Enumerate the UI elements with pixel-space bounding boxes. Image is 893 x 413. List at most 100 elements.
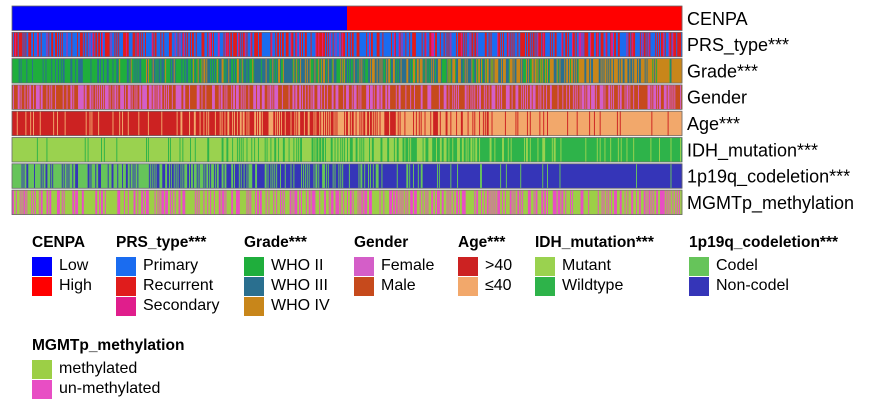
cell-prs-type-recurrent	[506, 32, 509, 57]
cell-gender-female	[253, 84, 257, 110]
cell-prs-type-recurrent	[228, 32, 230, 57]
cell-1p19q-codeletion-codel	[304, 163, 307, 189]
cell-mgmtp-methylation-un-methylated	[182, 190, 186, 215]
cell-age-40	[147, 111, 150, 136]
cell-mgmtp-methylation-un-methylated	[218, 190, 221, 215]
cell-prs-type-recurrent	[280, 32, 282, 57]
cell-gender-female	[395, 84, 398, 110]
cell-mgmtp-methylation-un-methylated	[289, 190, 292, 215]
cell-idh-mutation-wildtype	[651, 137, 660, 162]
cell-gender-female	[448, 84, 450, 110]
cell-grade-who-iii	[411, 58, 413, 84]
cell-mgmtp-methylation-un-methylated	[435, 190, 437, 215]
cell-mgmtp-methylation-un-methylated	[292, 190, 294, 215]
cell-prs-type-recurrent	[116, 32, 118, 57]
cell-1p19q-codeletion-codel	[73, 163, 76, 189]
cell-gender-female	[302, 84, 304, 110]
cell-grade-who-iii	[235, 58, 237, 84]
cell-grade-who-iii	[644, 58, 646, 84]
cell-mgmtp-methylation-un-methylated	[49, 190, 52, 215]
cell-1p19q-codeletion-non-codel	[176, 163, 178, 189]
cell-grade-who-iii	[137, 58, 139, 84]
cell-grade-who-ii	[231, 58, 234, 84]
cell-grade-who-iv	[152, 58, 155, 84]
cell-1p19q-codeletion-non-codel	[560, 163, 637, 189]
cell-prs-type-recurrent	[246, 32, 248, 57]
cell-mgmtp-methylation-un-methylated	[483, 190, 486, 215]
cell-1p19q-codeletion-codel	[246, 163, 248, 189]
cell-grade-who-iv	[521, 58, 523, 84]
cell-prs-type-recurrent	[376, 32, 380, 57]
legend-label: WHO III	[271, 277, 328, 294]
cell-mgmtp-methylation-un-methylated	[450, 190, 452, 215]
cell-1p19q-codeletion-codel	[306, 163, 309, 189]
cell-grade-who-ii	[325, 58, 328, 84]
cell-1p19q-codeletion-non-codel	[213, 163, 216, 189]
cell-1p19q-codeletion-non-codel	[317, 163, 319, 189]
cell-age-40	[304, 111, 309, 136]
cell-age-40	[297, 111, 299, 136]
cell-gender-female	[164, 84, 166, 110]
cell-age-40	[468, 111, 473, 136]
cell-prs-type-recurrent	[575, 32, 578, 57]
cell-grade-who-iii	[565, 58, 567, 84]
cell-idh-mutation-wildtype	[116, 137, 118, 162]
cell-gender-male	[498, 84, 500, 110]
cell-prs-type-primary	[372, 32, 378, 57]
cell-idh-mutation-wildtype	[257, 137, 260, 162]
legend-label: methylated	[59, 360, 138, 377]
cell-prs-type-recurrent	[517, 32, 519, 57]
cell-grade-who-ii	[423, 58, 425, 84]
cell-grade-who-iv	[503, 58, 507, 84]
cell-prs-type-primary	[613, 32, 615, 57]
cell-gender-male	[297, 84, 300, 110]
cell-mgmtp-methylation-un-methylated	[552, 190, 557, 215]
cell-grade-who-ii	[33, 58, 43, 84]
cell-prs-type-primary	[502, 32, 504, 57]
cell-age-40	[505, 111, 516, 136]
cell-idh-mutation-mutant	[457, 137, 461, 162]
cell-grade-who-iii	[608, 58, 610, 84]
cell-prs-type-primary	[508, 32, 511, 57]
cell-1p19q-codeletion-codel	[364, 163, 366, 189]
cell-age-40	[479, 111, 481, 136]
cell-age-40	[65, 111, 87, 136]
cell-mgmtp-methylation-un-methylated	[213, 190, 216, 215]
cell-age-40	[380, 111, 385, 136]
legend-item-who-iii: WHO III	[244, 276, 330, 296]
cell-idh-mutation-wildtype	[525, 137, 527, 162]
cell-prs-type-recurrent	[614, 32, 617, 57]
cell-prs-type-primary	[67, 32, 72, 57]
cell-grade-who-iv	[471, 58, 473, 84]
cell-gender-female	[376, 84, 380, 110]
cell-age-40	[577, 111, 590, 136]
annotation-heatmap: CENPAPRS_type***Grade***GenderAge***IDH_…	[11, 5, 854, 216]
cell-prs-type-recurrent	[185, 32, 187, 57]
cell-prs-type-recurrent	[657, 32, 659, 57]
cell-age-40	[329, 111, 332, 136]
cell-grade-who-iii	[512, 58, 514, 84]
cell-grade-who-iii	[415, 58, 418, 84]
cell-gender-male	[108, 84, 110, 110]
cell-mgmtp-methylation-un-methylated	[281, 190, 284, 215]
cell-grade-who-iv	[304, 58, 307, 84]
cell-gender-female	[99, 84, 101, 110]
cell-idh-mutation-mutant	[47, 137, 86, 162]
cell-prs-type-recurrent	[95, 32, 98, 57]
cell-prs-type-secondary	[125, 32, 128, 57]
cell-mgmtp-methylation-un-methylated	[597, 190, 600, 215]
cell-gender-female	[326, 84, 329, 110]
cell-1p19q-codeletion-non-codel	[150, 163, 153, 189]
cell-grade-who-ii	[348, 58, 351, 84]
cell-mgmtp-methylation-methylated	[640, 190, 645, 215]
cell-prs-type-recurrent	[349, 32, 352, 57]
cell-prs-type-recurrent	[270, 32, 272, 57]
cell-grade-who-ii	[481, 58, 484, 84]
cell-grade-who-iii	[238, 58, 241, 84]
cell-grade-who-iv	[540, 58, 542, 84]
cell-mgmtp-methylation-un-methylated	[379, 190, 381, 215]
cell-mgmtp-methylation-un-methylated	[299, 190, 301, 215]
cell-grade-who-ii	[175, 58, 182, 84]
cell-1p19q-codeletion-non-codel	[45, 163, 48, 189]
cell-mgmtp-methylation-un-methylated	[133, 190, 136, 215]
